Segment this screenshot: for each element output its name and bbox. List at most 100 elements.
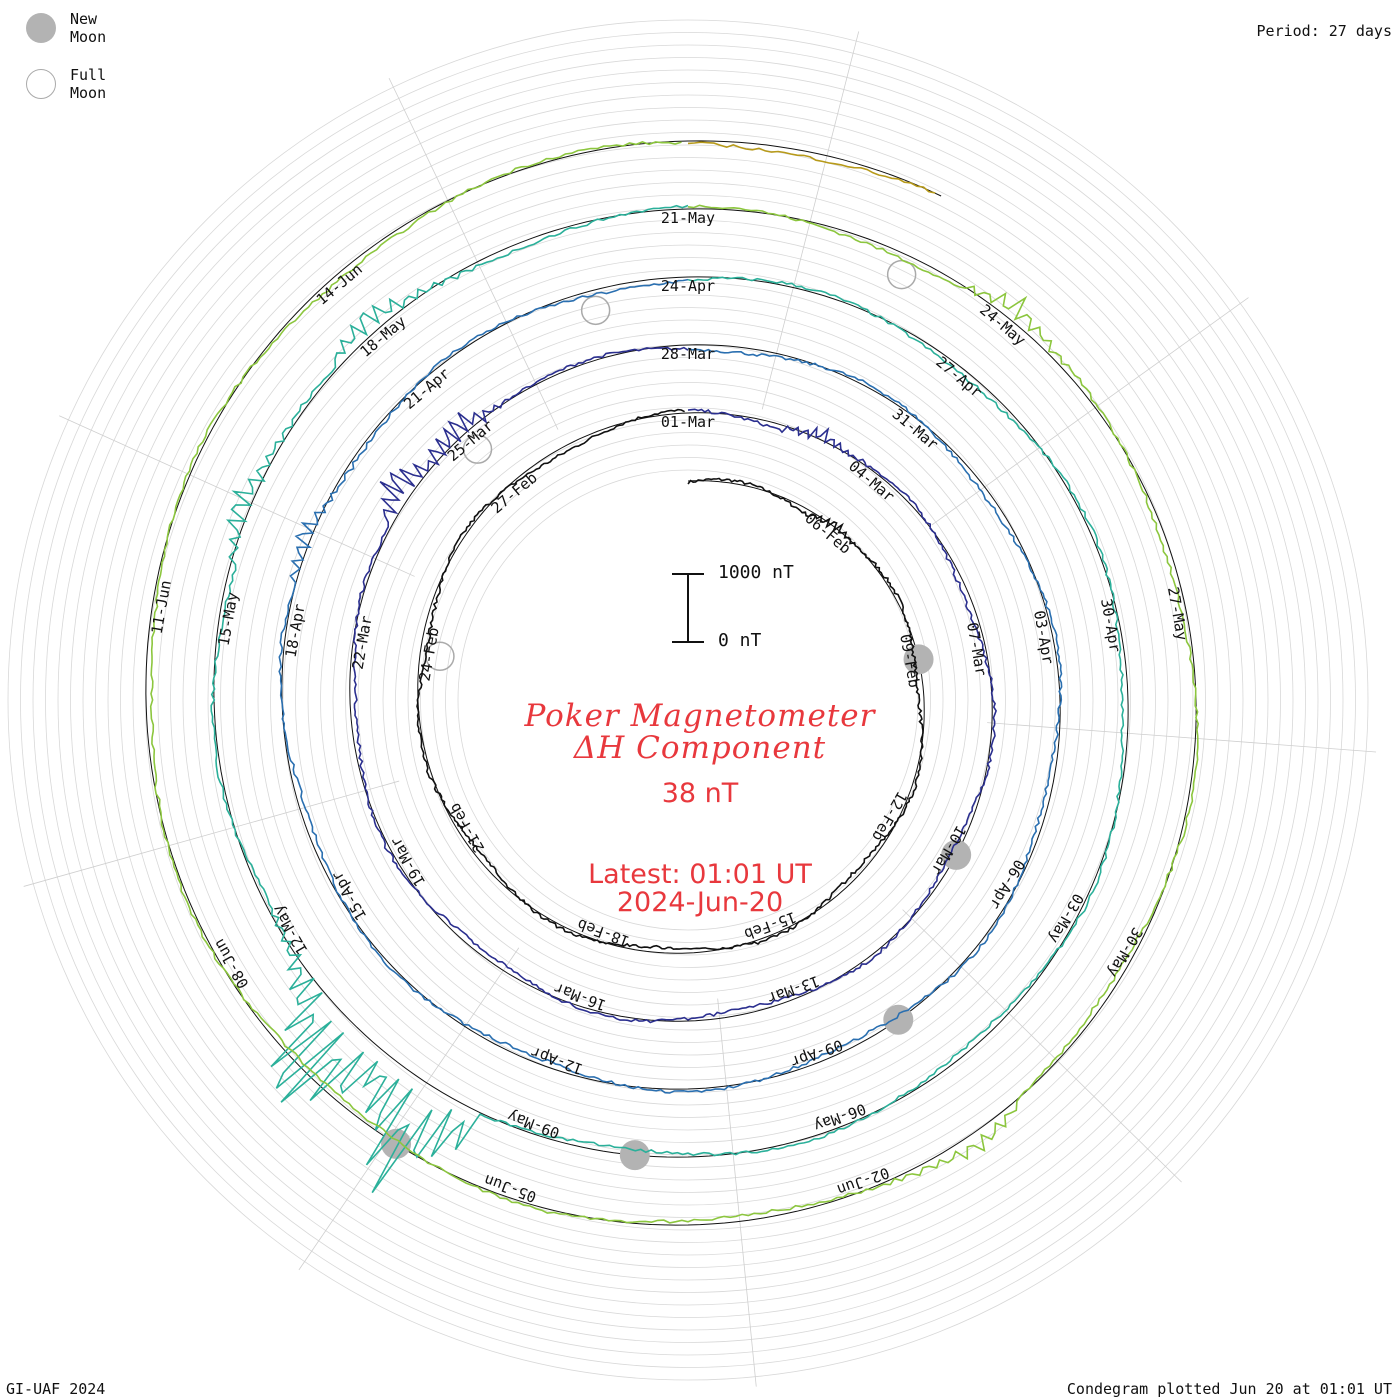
grid-ring <box>257 269 1119 1131</box>
grid-spoke <box>987 722 1377 753</box>
grid-spoke <box>298 947 520 1271</box>
new-moon-marker <box>619 1140 650 1171</box>
date-label: 07-Mar <box>963 621 990 677</box>
date-label: 09-Feb <box>896 633 923 689</box>
date-label: 12-May <box>269 902 312 958</box>
grid-ring <box>107 119 1269 1281</box>
date-label: 11-Jun <box>148 579 175 635</box>
series-line-1 <box>416 408 924 951</box>
date-label: 21-May <box>661 209 715 227</box>
new-moon-marker <box>883 1004 914 1035</box>
grid-ring <box>57 69 1319 1331</box>
new-moon-marker <box>381 1128 412 1159</box>
date-label: 12-Apr <box>528 1043 585 1078</box>
current-value: 38 nT <box>661 778 739 809</box>
grid-ring <box>395 407 981 993</box>
series-line-2 <box>352 346 997 1024</box>
grid-ring <box>95 107 1281 1293</box>
date-label: 02-Jun <box>835 1164 892 1199</box>
grid-ring <box>145 157 1231 1243</box>
period-label: Period: 27 days <box>1256 22 1392 40</box>
date-label: 15-Apr <box>328 868 371 924</box>
grid-ring <box>445 457 931 943</box>
scale-top-label: 1000 nT <box>718 562 794 583</box>
chart-title: Poker Magnetometer <box>524 698 876 734</box>
date-label: 24-Apr <box>661 277 715 295</box>
date-label: 06-May <box>811 1100 868 1135</box>
series-line-5 <box>149 141 1200 1224</box>
latest-time: Latest: 01:01 UT <box>588 859 812 890</box>
grid-ring <box>70 82 1306 1318</box>
grid-ring <box>407 419 969 981</box>
new-moon-marker <box>903 644 934 675</box>
baseline-spiral <box>145 140 1197 1226</box>
grid-ring <box>420 432 956 968</box>
grid-ring <box>232 244 1144 1156</box>
grid-ring <box>282 294 1094 1106</box>
legend-new-moon-label: New Moon <box>70 10 107 46</box>
date-label: 01-Mar <box>661 413 715 431</box>
full-moon-icon <box>26 69 56 99</box>
date-label: 18-Apr <box>282 602 309 658</box>
date-label: 24-Feb <box>416 626 443 682</box>
grid-ring <box>170 182 1206 1218</box>
grid-ring <box>120 132 1256 1268</box>
series-line-4 <box>210 204 1125 1194</box>
series-line-6 <box>687 141 936 194</box>
date-label: 09-May <box>505 1107 562 1142</box>
grid-ring <box>432 444 944 956</box>
series-line-3 <box>278 278 1063 1094</box>
grid-spoke <box>717 998 757 1387</box>
legend-full-moon-label: Full Moon <box>70 66 107 102</box>
full-moon-marker <box>462 434 493 464</box>
grid-ring <box>182 194 1194 1206</box>
grid-ring <box>370 382 1006 1018</box>
grid-ring <box>20 32 1356 1368</box>
scale-bottom-label: 0 nT <box>718 630 762 651</box>
date-label: 21-Apr <box>400 364 453 413</box>
grid-ring <box>207 219 1169 1181</box>
date-label: 03-May <box>1045 890 1088 946</box>
grid-ring <box>7 19 1369 1381</box>
new-moon-icon <box>26 13 56 43</box>
chart-grid <box>7 19 1377 1387</box>
grid-spoke <box>931 297 1249 526</box>
date-label: 27-Feb <box>488 469 541 518</box>
date-label: 27-Apr <box>932 353 985 402</box>
grid-spoke <box>23 780 400 887</box>
grid-ring <box>45 57 1331 1343</box>
grid-ring <box>320 332 1056 1068</box>
grid-ring <box>345 357 1031 1043</box>
grid-ring <box>245 257 1131 1143</box>
grid-spoke <box>388 77 559 430</box>
date-label: 03-Apr <box>1030 609 1057 665</box>
full-moon-marker <box>580 295 611 326</box>
grid-ring <box>220 232 1156 1168</box>
grid-spoke <box>902 909 1182 1183</box>
date-label: 22-Mar <box>349 614 376 670</box>
footer-credit: GI-UAF 2024 <box>6 1380 106 1398</box>
footer-plot-time: Condegram plotted Jun 20 at 01:01 UT <box>1066 1380 1392 1398</box>
grid-ring <box>307 319 1069 1081</box>
grid-ring <box>295 307 1081 1093</box>
grid-ring <box>32 44 1344 1356</box>
grid-ring <box>357 369 1019 1031</box>
date-label: 28-Mar <box>661 345 715 363</box>
grid-spoke <box>59 415 415 577</box>
grid-ring <box>457 469 919 931</box>
latest-date: 2024-Jun-20 <box>616 887 784 918</box>
grid-ring <box>157 169 1219 1231</box>
date-label: 06-Apr <box>986 856 1029 912</box>
grid-ring <box>270 282 1106 1118</box>
date-label: 27-May <box>1164 585 1191 641</box>
date-label: 31-Mar <box>889 405 942 454</box>
date-label: 13-Mar <box>765 972 822 1007</box>
date-label: 18-May <box>356 312 409 361</box>
date-label: 09-Apr <box>788 1036 845 1071</box>
grid-ring <box>132 144 1244 1256</box>
grid-spoke <box>761 31 860 410</box>
chart-subtitle: ΔH Component <box>573 730 827 766</box>
new-moon-marker <box>941 839 972 870</box>
grid-ring <box>82 94 1294 1306</box>
